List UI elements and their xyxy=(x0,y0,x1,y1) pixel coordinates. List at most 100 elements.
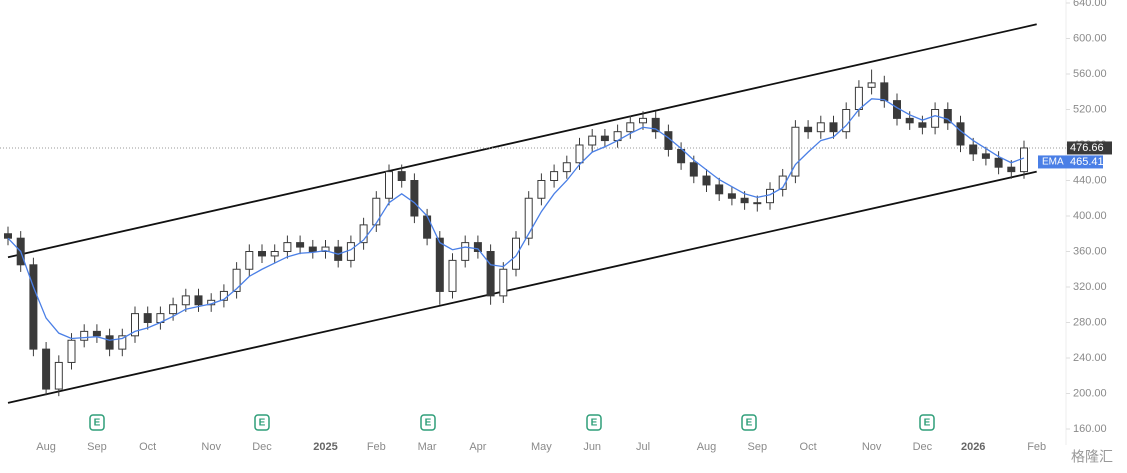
earnings-icon xyxy=(89,414,105,431)
x-tick-label: Jul xyxy=(636,441,650,453)
candle-body xyxy=(854,86,863,110)
y-tick-label: 400.00 xyxy=(1073,210,1107,222)
candle-body xyxy=(270,251,279,257)
x-tick-label: 2026 xyxy=(961,441,985,453)
candle-body xyxy=(423,215,432,239)
candle-body xyxy=(92,330,101,337)
candle-body xyxy=(245,251,254,270)
x-tick-label: Mar xyxy=(418,441,437,453)
candle-body xyxy=(461,242,470,261)
y-tick-label: 240.00 xyxy=(1073,352,1107,364)
candle-body xyxy=(346,242,355,261)
candle-body xyxy=(372,197,381,226)
earnings-label: E xyxy=(94,418,101,429)
x-tick-label: Oct xyxy=(800,441,817,453)
y-tick-label: 520.00 xyxy=(1073,103,1107,115)
y-tick-label: 320.00 xyxy=(1073,281,1107,293)
candle-body xyxy=(194,295,203,306)
x-tick-label: Sep xyxy=(748,441,768,453)
watermark: 格隆汇 xyxy=(1071,449,1113,465)
x-tick-label: May xyxy=(531,441,552,453)
candle-body xyxy=(689,162,698,177)
y-tick-label: 440.00 xyxy=(1073,174,1107,186)
candle-body xyxy=(321,246,330,252)
y-tick-label: 600.00 xyxy=(1073,32,1107,44)
ema-tag-name: EMA xyxy=(1042,157,1064,168)
candle-body xyxy=(512,237,520,270)
candle-body xyxy=(486,251,495,297)
candle-body xyxy=(702,175,711,186)
candle-body xyxy=(67,339,76,363)
candle-body xyxy=(435,237,444,292)
candle-body xyxy=(131,313,139,337)
candle-body xyxy=(80,330,89,341)
candle-body xyxy=(778,175,787,190)
y-tick-label: 160.00 xyxy=(1073,423,1107,435)
candle-body xyxy=(308,246,317,252)
candle-body xyxy=(4,233,12,239)
candle-body xyxy=(931,109,940,128)
earnings-icon xyxy=(586,414,602,431)
candle-body xyxy=(804,126,813,133)
candle-body xyxy=(118,335,127,350)
candle-body xyxy=(651,117,660,133)
ema-tag-value: 465.41 xyxy=(1070,156,1104,168)
y-tick-label: 280.00 xyxy=(1073,316,1107,328)
x-tick-label: Feb xyxy=(367,441,386,453)
candle-body xyxy=(740,197,749,204)
candle-body xyxy=(42,348,51,390)
candle-body xyxy=(956,122,965,146)
x-tick-label: Jun xyxy=(583,441,601,453)
channel-line xyxy=(7,170,1037,404)
candle-body xyxy=(1020,147,1028,173)
candle-body xyxy=(943,109,952,124)
channel-line xyxy=(7,23,1037,259)
x-tick-label: Nov xyxy=(862,441,882,453)
candle-body xyxy=(600,135,609,142)
candle-body xyxy=(524,197,533,239)
candle-body xyxy=(448,259,457,292)
candle-body xyxy=(550,171,559,181)
candle-body xyxy=(1007,166,1016,173)
x-tick-label: Aug xyxy=(36,441,56,453)
x-tick-label: Oct xyxy=(139,441,156,453)
candle-body xyxy=(575,144,584,164)
earnings-icon xyxy=(741,414,757,431)
x-tick-label: Nov xyxy=(201,441,221,453)
candle-body xyxy=(816,122,825,133)
candle-body xyxy=(283,242,292,252)
candle-body xyxy=(397,171,406,181)
price-tag-value: 476.66 xyxy=(1070,142,1104,154)
candle-body xyxy=(181,295,190,306)
earnings-icon xyxy=(420,414,436,431)
earnings-label: E xyxy=(425,418,432,429)
candle-body xyxy=(410,180,419,217)
x-tick-label: Dec xyxy=(252,441,272,453)
candle-body xyxy=(677,148,686,164)
candle-body xyxy=(829,122,838,133)
candle-body xyxy=(258,251,266,257)
candle-body xyxy=(626,122,635,133)
y-tick-label: 200.00 xyxy=(1073,387,1107,399)
earnings-icon xyxy=(919,414,935,431)
candle-body xyxy=(143,313,152,323)
candle-body xyxy=(169,304,178,315)
ema-tag-bg xyxy=(1038,155,1103,169)
candle-body xyxy=(969,144,978,155)
candle-body xyxy=(385,171,393,199)
earnings-label: E xyxy=(924,418,931,429)
candle-body xyxy=(639,117,647,124)
earnings-label: E xyxy=(591,418,598,429)
candle-body xyxy=(715,184,724,195)
candle-body xyxy=(918,122,927,128)
x-tick-label: Apr xyxy=(469,441,486,453)
x-tick-label: Sep xyxy=(87,441,107,453)
candle-body xyxy=(54,361,63,390)
candle-body xyxy=(499,268,508,297)
price-tag-bg xyxy=(1067,141,1112,155)
candle-body xyxy=(766,188,774,204)
candle-body xyxy=(905,117,914,124)
earnings-icon xyxy=(254,414,270,431)
